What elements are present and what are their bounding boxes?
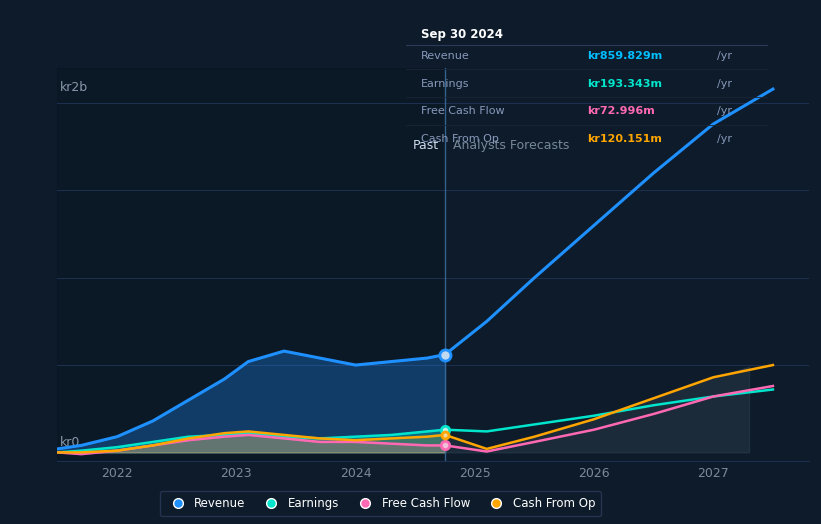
Text: /yr: /yr bbox=[717, 51, 732, 61]
Text: Past: Past bbox=[413, 139, 439, 152]
Text: Free Cash Flow: Free Cash Flow bbox=[421, 106, 504, 116]
Text: Cash From Op: Cash From Op bbox=[421, 134, 498, 144]
Text: kr120.151m: kr120.151m bbox=[587, 134, 662, 144]
Text: /yr: /yr bbox=[717, 106, 732, 116]
Text: kr72.996m: kr72.996m bbox=[587, 106, 655, 116]
Text: kr859.829m: kr859.829m bbox=[587, 51, 663, 61]
Text: Analysts Forecasts: Analysts Forecasts bbox=[453, 139, 570, 152]
Text: kr193.343m: kr193.343m bbox=[587, 79, 662, 89]
Legend: Revenue, Earnings, Free Cash Flow, Cash From Op: Revenue, Earnings, Free Cash Flow, Cash … bbox=[160, 492, 601, 516]
Text: Sep 30 2024: Sep 30 2024 bbox=[421, 28, 502, 41]
Text: /yr: /yr bbox=[717, 79, 732, 89]
Text: kr2b: kr2b bbox=[60, 81, 88, 94]
Text: Earnings: Earnings bbox=[421, 79, 470, 89]
Text: kr0: kr0 bbox=[60, 436, 80, 449]
Text: /yr: /yr bbox=[717, 134, 732, 144]
Bar bbox=[57, 68, 445, 461]
Text: Revenue: Revenue bbox=[421, 51, 470, 61]
